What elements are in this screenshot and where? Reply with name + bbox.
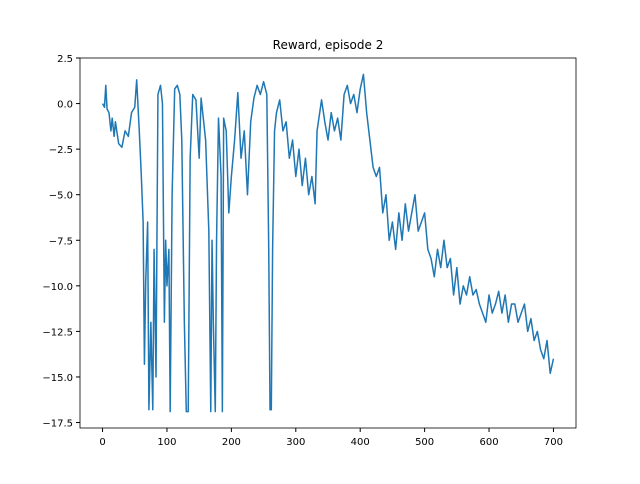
x-tick-label: 700 <box>544 437 563 448</box>
x-tick-label: 500 <box>415 437 434 448</box>
plot-frame <box>79 57 577 429</box>
y-tick-label: −10.0 <box>42 282 73 293</box>
x-tick-label: 100 <box>157 437 176 448</box>
chart-title: Reward, episode 2 <box>273 38 384 52</box>
y-tick-label: −2.5 <box>49 145 73 156</box>
x-tick-label: 300 <box>286 437 305 448</box>
x-tick-label: 400 <box>351 437 370 448</box>
x-tick-label: 600 <box>479 437 498 448</box>
y-tick-label: 0.0 <box>57 100 73 111</box>
line <box>101 73 555 413</box>
y-tick-label: −17.5 <box>42 419 73 430</box>
x-tick-label: 0 <box>99 437 105 448</box>
y-tick-label: −12.5 <box>42 327 73 338</box>
y-tick-label: −7.5 <box>49 236 73 247</box>
y-tick-label: −5.0 <box>49 191 73 202</box>
x-tick-label: 200 <box>222 437 241 448</box>
y-tick-label: −15.0 <box>42 373 73 384</box>
y-tick-label: 2.5 <box>57 54 73 65</box>
